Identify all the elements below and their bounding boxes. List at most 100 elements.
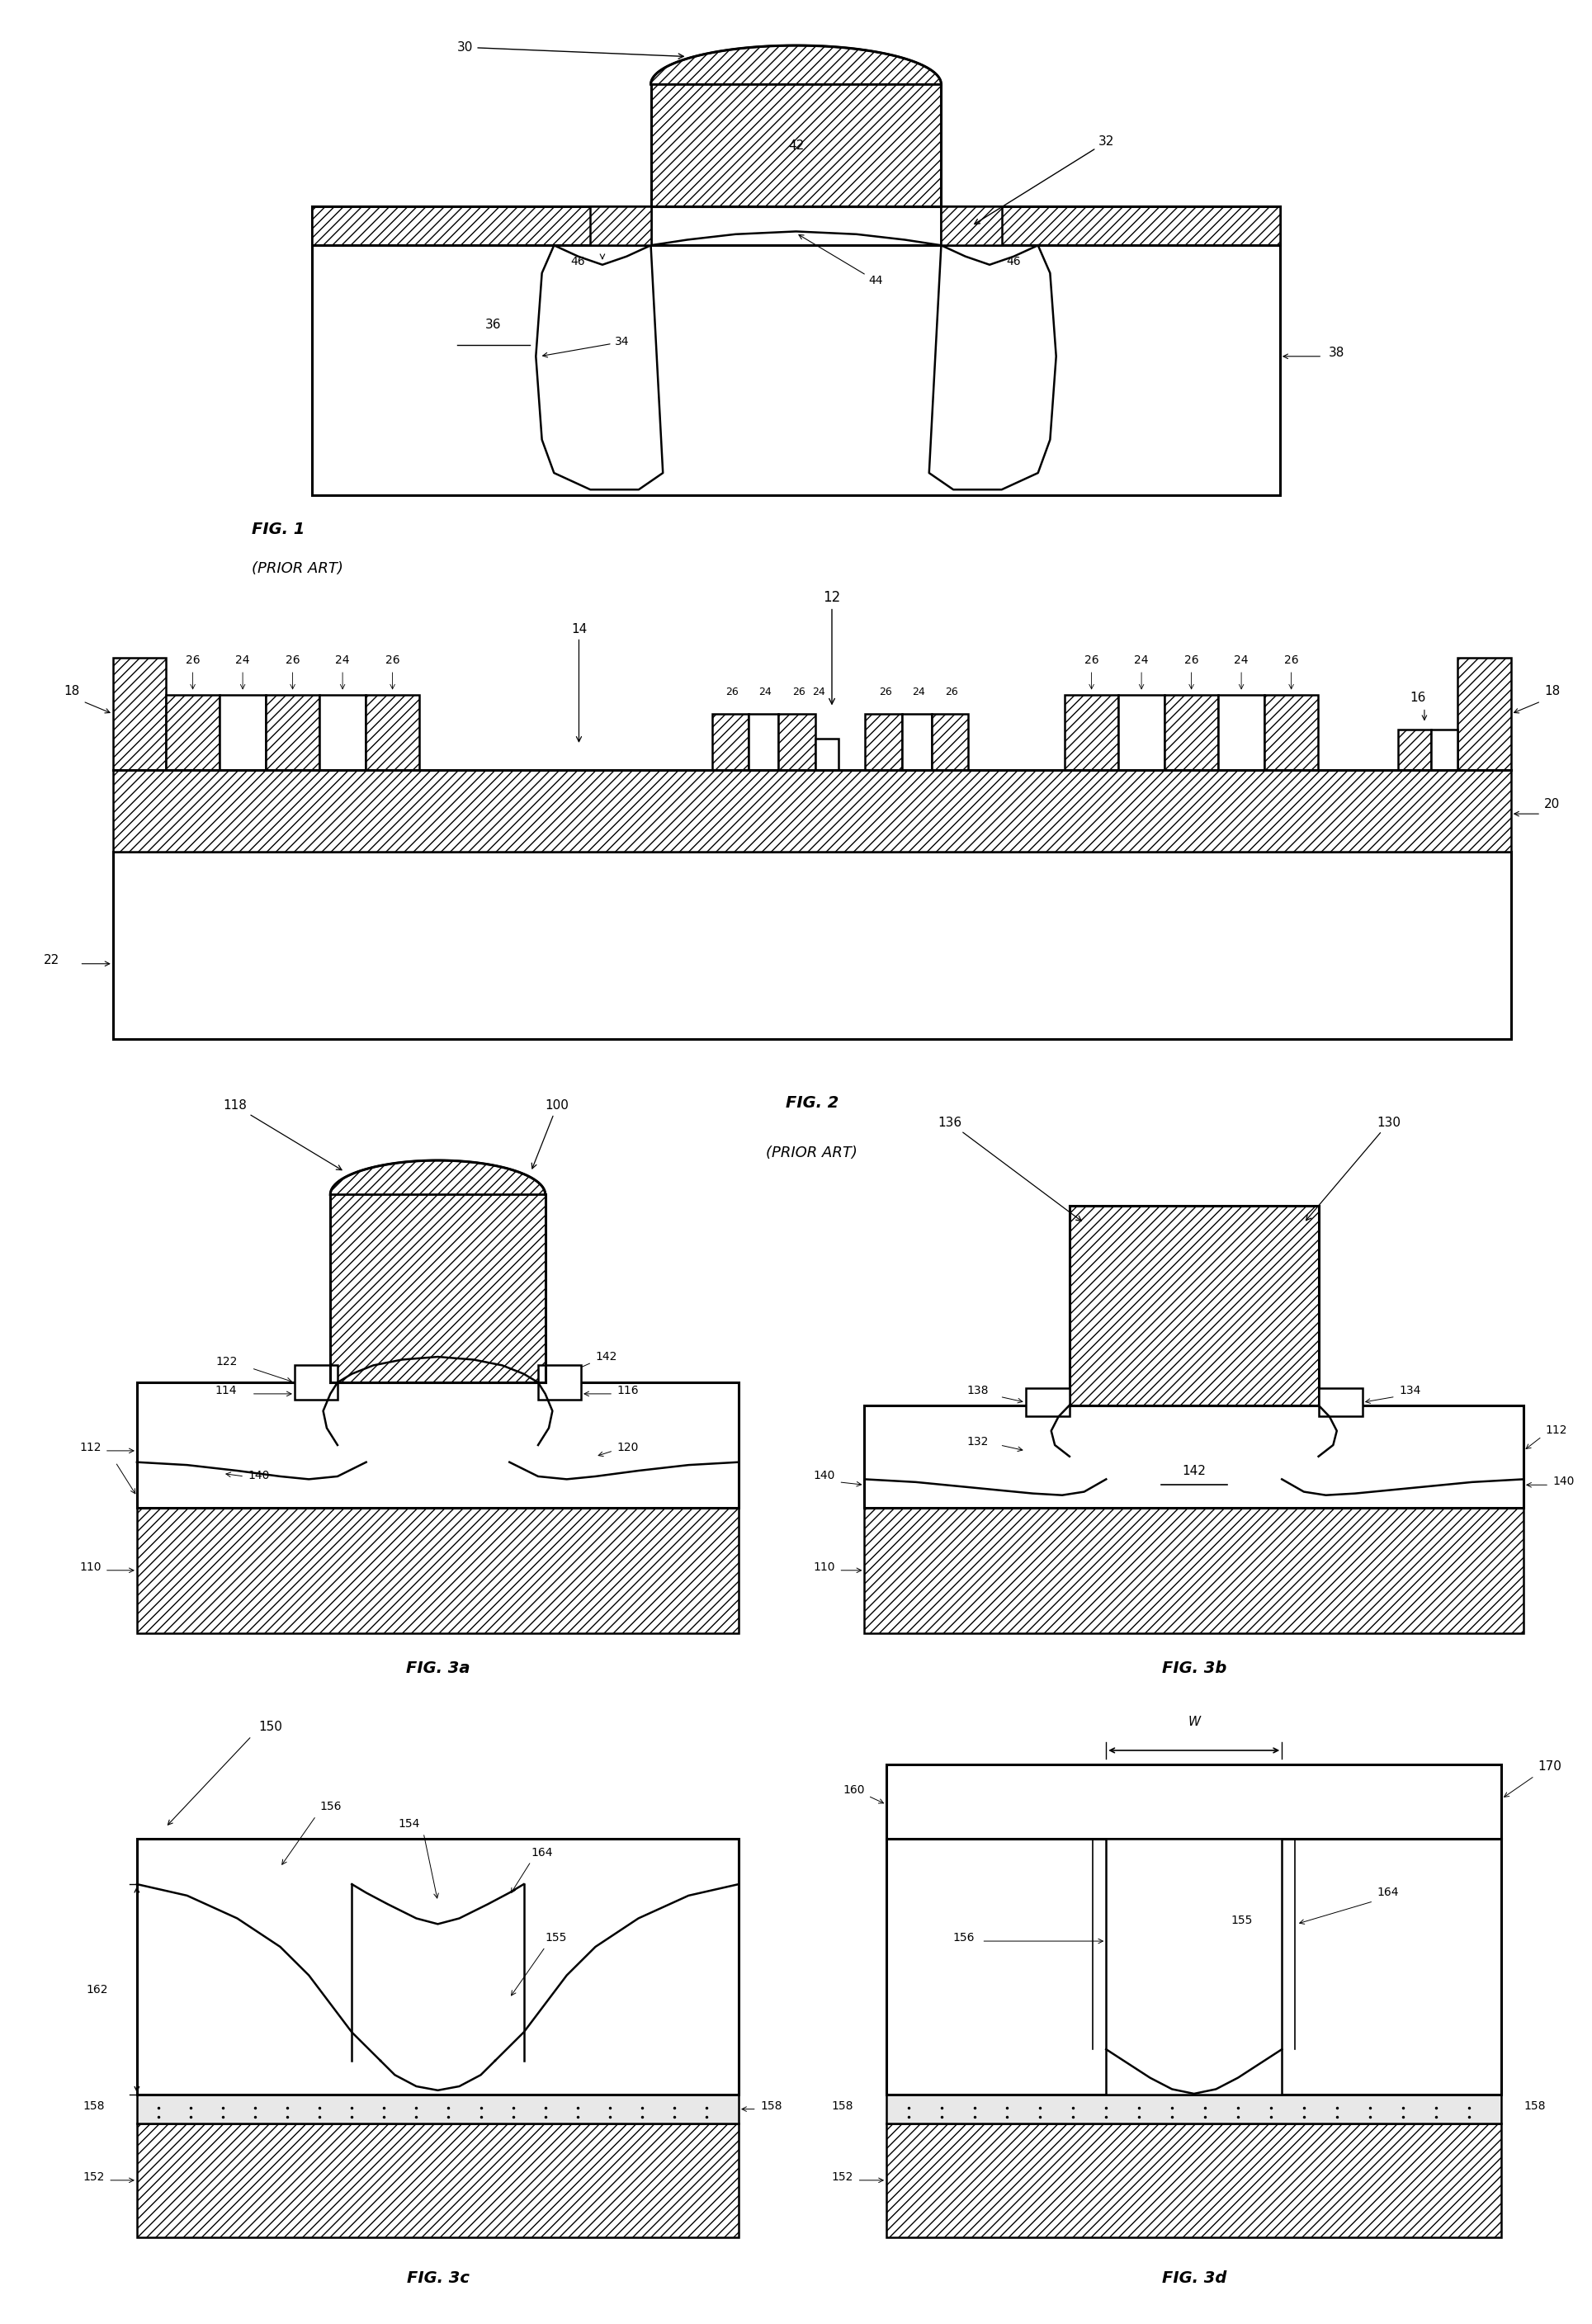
- Text: FIG. 3d: FIG. 3d: [1162, 2271, 1226, 2287]
- Bar: [1106, 1838, 1282, 2094]
- Bar: [864, 1508, 1524, 1634]
- Text: 14: 14: [572, 623, 587, 741]
- Text: 24: 24: [912, 688, 925, 697]
- Text: 26: 26: [186, 655, 201, 667]
- Text: (PRIOR ART): (PRIOR ART): [766, 1146, 858, 1160]
- Text: 26: 26: [726, 688, 739, 697]
- Text: 32: 32: [974, 135, 1114, 223]
- Text: 24: 24: [812, 688, 825, 697]
- Text: 140: 140: [248, 1471, 269, 1483]
- Bar: [1065, 695, 1118, 769]
- Bar: [538, 1367, 581, 1399]
- Text: W: W: [1188, 1715, 1200, 1729]
- Bar: [137, 2124, 739, 2238]
- Text: 122: 122: [215, 1357, 237, 1369]
- Text: FIG. 2: FIG. 2: [785, 1095, 839, 1111]
- Text: 155: 155: [1231, 1915, 1253, 1927]
- Text: 140: 140: [814, 1471, 836, 1483]
- Text: 156: 156: [952, 1931, 974, 1943]
- Text: 100: 100: [532, 1099, 568, 1169]
- Bar: [815, 739, 839, 769]
- Text: 26: 26: [1184, 655, 1199, 667]
- Text: 24: 24: [336, 655, 350, 667]
- Text: 30: 30: [457, 42, 683, 58]
- Text: 162: 162: [86, 1985, 108, 1996]
- Bar: [1218, 695, 1264, 769]
- Text: 110: 110: [814, 1562, 836, 1573]
- Bar: [1165, 695, 1218, 769]
- Text: 134: 134: [1399, 1385, 1420, 1397]
- Polygon shape: [331, 1160, 546, 1195]
- Bar: [1264, 695, 1318, 769]
- Text: FIG. 1: FIG. 1: [252, 521, 304, 537]
- Bar: [887, 2124, 1501, 2238]
- Bar: [887, 1764, 1501, 1838]
- Bar: [941, 207, 1280, 246]
- Bar: [1025, 1387, 1070, 1418]
- Text: 152: 152: [83, 2171, 105, 2182]
- Bar: [941, 207, 1001, 246]
- Bar: [651, 84, 941, 207]
- Bar: [864, 713, 901, 769]
- Bar: [113, 769, 1511, 851]
- Text: 112: 112: [1546, 1425, 1568, 1436]
- Text: 152: 152: [831, 2171, 853, 2182]
- Text: 116: 116: [618, 1385, 638, 1397]
- Text: 130: 130: [1305, 1116, 1401, 1220]
- Bar: [312, 207, 651, 246]
- Text: 170: 170: [1538, 1759, 1562, 1773]
- Text: 155: 155: [546, 1931, 567, 1943]
- Text: 150: 150: [258, 1720, 282, 1734]
- Bar: [591, 207, 651, 246]
- Bar: [1431, 730, 1458, 769]
- Bar: [887, 1838, 1501, 2094]
- Text: 26: 26: [285, 655, 299, 667]
- Text: 34: 34: [543, 337, 629, 358]
- Bar: [748, 713, 778, 769]
- Text: 112: 112: [80, 1441, 102, 1452]
- Bar: [931, 713, 968, 769]
- Bar: [137, 1383, 739, 1508]
- Text: 26: 26: [879, 688, 892, 697]
- Text: 16: 16: [1411, 693, 1426, 704]
- Text: 26: 26: [1084, 655, 1098, 667]
- Text: 164: 164: [532, 1848, 552, 1859]
- Bar: [778, 713, 815, 769]
- Text: 42: 42: [788, 139, 804, 151]
- Bar: [295, 1367, 338, 1399]
- Text: 26: 26: [385, 655, 400, 667]
- Text: 44: 44: [799, 235, 884, 286]
- Text: 158: 158: [1524, 2101, 1546, 2113]
- Bar: [312, 207, 1280, 495]
- Polygon shape: [331, 1160, 546, 1195]
- Bar: [1070, 1206, 1318, 1406]
- Text: 120: 120: [618, 1441, 638, 1452]
- Text: 38: 38: [1328, 346, 1344, 358]
- Bar: [166, 695, 220, 769]
- Text: 118: 118: [223, 1099, 342, 1169]
- Text: 24: 24: [1234, 655, 1248, 667]
- Bar: [113, 851, 1511, 1039]
- Text: 26: 26: [1285, 655, 1299, 667]
- Text: 46: 46: [572, 256, 586, 267]
- Text: 20: 20: [1544, 797, 1560, 811]
- Text: 164: 164: [1377, 1887, 1399, 1899]
- Text: 136: 136: [938, 1116, 1081, 1220]
- Text: 110: 110: [80, 1562, 102, 1573]
- Bar: [1318, 1387, 1363, 1418]
- Text: 138: 138: [966, 1385, 989, 1397]
- Bar: [331, 1195, 544, 1383]
- Text: 156: 156: [320, 1801, 341, 1813]
- Text: 114: 114: [215, 1385, 237, 1397]
- Bar: [113, 658, 166, 769]
- Text: 142: 142: [1183, 1464, 1205, 1476]
- Text: 132: 132: [968, 1436, 989, 1448]
- Text: 24: 24: [1134, 655, 1149, 667]
- Bar: [864, 1406, 1524, 1508]
- Text: FIG. 3c: FIG. 3c: [406, 2271, 470, 2287]
- Text: 158: 158: [83, 2101, 105, 2113]
- Bar: [320, 695, 366, 769]
- Bar: [712, 713, 748, 769]
- Text: 24: 24: [236, 655, 250, 667]
- Text: 26: 26: [793, 688, 806, 697]
